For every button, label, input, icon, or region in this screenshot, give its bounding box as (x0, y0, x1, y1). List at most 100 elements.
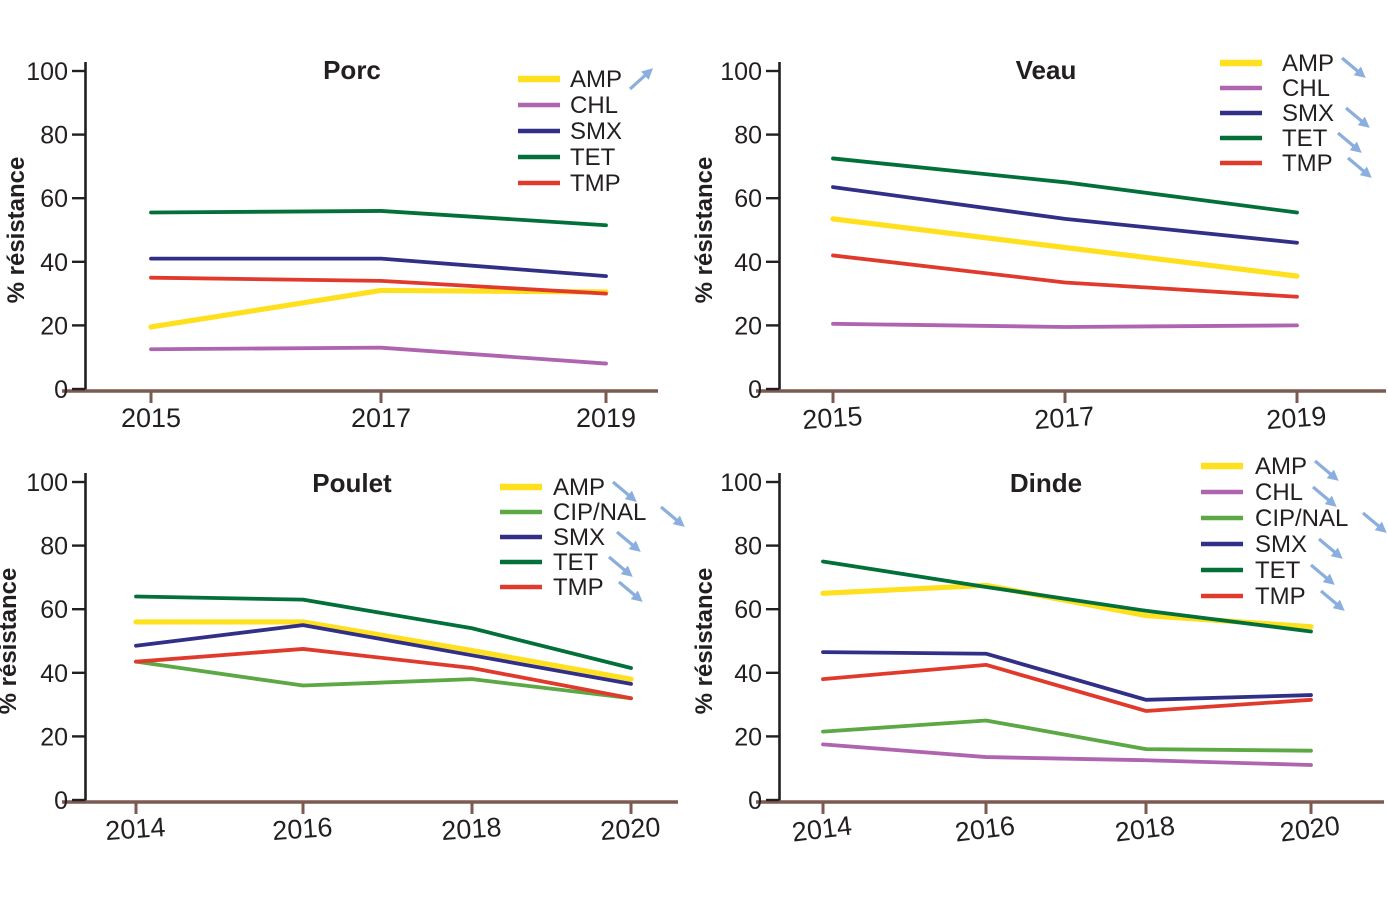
dinde-smx-trend-arrow-icon (1317, 537, 1343, 559)
dinde-y-tick-label: 80 (734, 533, 762, 561)
veau-axes (756, 62, 1386, 403)
poulet-legend-label: CIP/NAL (553, 499, 646, 526)
chart-dinde: Dinde % résistance 0 20 40 60 80 100 2014 2016 201… (694, 453, 1387, 848)
panel-porc: Porc % résistance 0 20 40 60 80 100 2015 2017 2019… (0, 0, 694, 453)
porc-legend-label: AMP (570, 66, 622, 93)
porc-legend-label: TET (570, 144, 616, 171)
veau-y-tick-label: 60 (734, 185, 762, 213)
dinde-x-tick-label: 2018 (1113, 811, 1176, 848)
dinde-line-smx (821, 650, 1313, 702)
dinde-line-tmp (821, 662, 1313, 713)
poulet-y-tick-label: 60 (40, 596, 68, 624)
porc-axes (62, 62, 658, 403)
porc-legend-item-amp: AMP (518, 66, 654, 93)
veau-legend-label: AMP (1282, 50, 1334, 77)
porc-legend-label: TMP (570, 170, 621, 197)
poulet-legend-label: AMP (553, 474, 605, 501)
poulet-y-tick-label: 40 (40, 660, 68, 688)
porc-line-smx (149, 256, 608, 279)
porc-legend-label: SMX (570, 118, 622, 145)
poulet-x-tick-label: 2016 (271, 812, 333, 846)
poulet-legend-item-tmp: TMP (500, 574, 643, 602)
veau-smx-trend-arrow-icon (1344, 106, 1370, 128)
panel-dinde: Dinde % résistance 0 20 40 60 80 100 2014 2016 201… (694, 453, 1388, 906)
poulet-cip-nal-trend-arrow-icon (659, 505, 685, 527)
porc-y-tick-label: 40 (40, 249, 68, 277)
veau-amp-trend-arrow-icon (1340, 56, 1366, 78)
poulet-line-tmp (134, 647, 633, 701)
dinde-cip-nal-trend-arrow-icon (1361, 511, 1387, 533)
porc-line-chl (149, 345, 608, 366)
dinde-legend-label: CHL (1255, 479, 1303, 506)
porc-x-tick-label: 2017 (351, 403, 411, 433)
veau-legend-label: TMP (1282, 150, 1333, 177)
veau-y-tick-label: 80 (734, 122, 762, 150)
poulet-legend-item-cip-nal: CIP/NAL (500, 499, 685, 527)
dinde-legend-item-tmp: TMP (1201, 583, 1345, 611)
porc-x-tick-label: 2019 (576, 403, 636, 433)
poulet-y-axis-label: % résistance (0, 568, 22, 715)
porc-y-tick-label: 0 (54, 376, 68, 404)
veau-legend-item-smx: SMX (1220, 100, 1370, 128)
porc-amp-trend-arrow-icon (628, 68, 654, 91)
veau-x-tick-label: 2019 (1265, 401, 1327, 435)
poulet-y-tick-label: 80 (40, 533, 68, 561)
dinde-legend-label: TET (1255, 557, 1301, 584)
poulet-y-tick-label: 20 (40, 723, 68, 751)
dinde-tet-trend-arrow-icon (1309, 563, 1335, 585)
veau-x-tick-label: 2017 (1033, 401, 1095, 435)
veau-line-tet (831, 156, 1299, 215)
veau-line-tmp (831, 253, 1299, 299)
veau-tet-trend-arrow-icon (1336, 131, 1362, 153)
chart-poulet: Poulet % résistance 0 20 40 60 80 100 2014 2016 20… (0, 468, 685, 846)
veau-legend-label: SMX (1282, 100, 1334, 127)
veau-legend-item-chl: CHL (1220, 75, 1330, 102)
poulet-x-tick-label: 2020 (599, 812, 661, 846)
dinde-y-tick-label: 0 (748, 787, 762, 815)
poulet-legend-item-amp: AMP (500, 474, 637, 502)
porc-title: Porc (323, 55, 381, 85)
porc-legend-label: CHL (570, 92, 618, 119)
dinde-legend-item-cip-nal: CIP/NAL (1201, 505, 1387, 533)
veau-title: Veau (1016, 55, 1077, 85)
porc-legend-item-smx: SMX (518, 118, 622, 145)
dinde-line-chl (821, 742, 1313, 767)
veau-y-tick-label: 100 (720, 58, 762, 86)
poulet-x-tick-label: 2014 (104, 812, 166, 846)
dinde-line-tet (821, 559, 1313, 634)
veau-legend-item-amp: AMP (1220, 50, 1366, 78)
veau-tmp-trend-arrow-icon (1346, 156, 1372, 178)
dinde-legend-label: SMX (1255, 531, 1307, 558)
porc-x-tick-label: 2015 (121, 403, 181, 433)
dinde-tmp-trend-arrow-icon (1319, 589, 1345, 611)
veau-legend-label: TET (1282, 125, 1328, 152)
poulet-legend-label: TET (553, 549, 599, 576)
poulet-y-tick-label: 0 (54, 787, 68, 815)
poulet-line-amp (133, 619, 634, 682)
veau-line-chl (831, 321, 1299, 329)
dinde-y-tick-label: 60 (734, 596, 762, 624)
poulet-tmp-trend-arrow-icon (617, 580, 643, 602)
dinde-legend-label: CIP/NAL (1255, 505, 1348, 532)
dinde-legend-label: TMP (1255, 583, 1306, 610)
dinde-legend-item-chl: CHL (1201, 479, 1337, 507)
dinde-x-tick-label: 2014 (790, 811, 853, 848)
porc-y-axis-label: % résistance (3, 157, 30, 304)
dinde-y-tick-label: 100 (720, 469, 762, 497)
dinde-line-cip-nal (821, 718, 1313, 753)
poulet-legend-item-tet: TET (500, 549, 633, 577)
dinde-legend-label: AMP (1255, 453, 1307, 480)
dinde-x-tick-label: 2016 (953, 811, 1016, 848)
poulet-line-tet (134, 594, 633, 670)
poulet-legend-label: TMP (553, 574, 604, 601)
poulet-y-tick-label: 100 (26, 469, 68, 497)
poulet-tet-trend-arrow-icon (607, 555, 633, 577)
chart-porc: Porc % résistance 0 20 40 60 80 100 2015 2017 2019… (3, 55, 658, 433)
poulet-title: Poulet (312, 468, 392, 498)
veau-x-tick-label: 2015 (801, 401, 863, 435)
